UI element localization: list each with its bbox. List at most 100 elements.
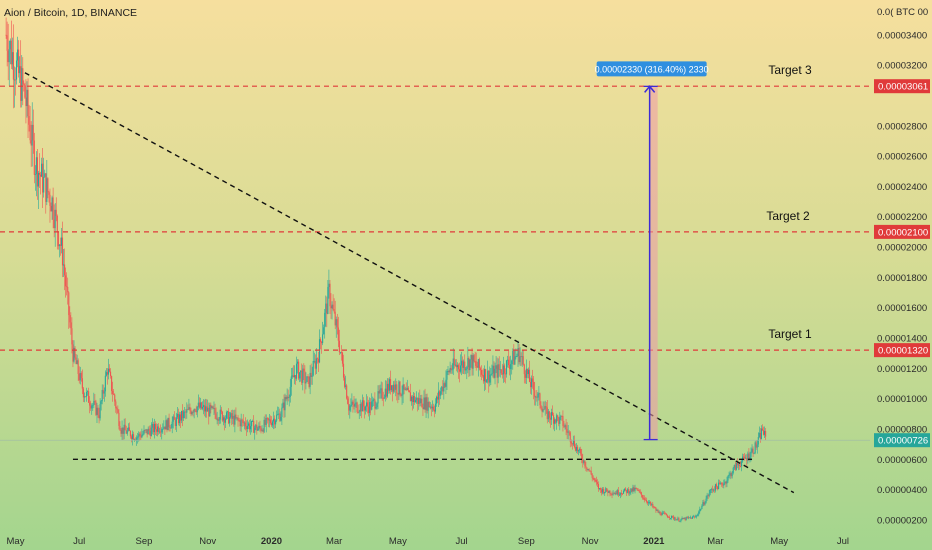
measure-tool[interactable]: 0.00002330 (316.40%) 2330 bbox=[595, 61, 709, 441]
candle-body bbox=[448, 370, 450, 373]
candle-body bbox=[180, 414, 182, 421]
candle-body bbox=[357, 412, 359, 413]
candle-body bbox=[560, 415, 562, 417]
candle-body bbox=[764, 431, 766, 435]
candle-body bbox=[590, 470, 592, 475]
candle-body bbox=[428, 401, 430, 408]
candle-body bbox=[338, 340, 340, 353]
candle-body bbox=[321, 341, 323, 344]
candle-body bbox=[539, 393, 541, 406]
candle-body bbox=[344, 377, 346, 387]
candle-body bbox=[408, 390, 410, 393]
candle-body bbox=[144, 430, 146, 431]
candle-body bbox=[346, 385, 348, 399]
candle-body bbox=[491, 373, 493, 375]
chart-title: Aion / Bitcoin, 1D, BINANCE bbox=[4, 7, 137, 19]
candle-body bbox=[239, 420, 241, 427]
candle-body bbox=[12, 52, 14, 80]
candle-body bbox=[28, 116, 30, 125]
candle-body bbox=[158, 426, 160, 432]
candle-body bbox=[683, 518, 685, 520]
candle-body bbox=[222, 417, 224, 421]
candle-body bbox=[597, 483, 600, 489]
drawing-layer bbox=[0, 72, 870, 494]
candle-body bbox=[365, 402, 368, 407]
candle-body bbox=[8, 49, 10, 63]
candle-body bbox=[662, 512, 664, 514]
candle-body bbox=[214, 408, 216, 414]
candle-body bbox=[243, 422, 245, 424]
candle-body bbox=[348, 403, 350, 411]
candle-body bbox=[21, 68, 23, 101]
candle-body bbox=[396, 384, 398, 394]
x-tick-label: 2021 bbox=[643, 536, 665, 547]
candle-body bbox=[171, 421, 173, 428]
x-tick-label: Jul bbox=[837, 536, 849, 547]
candle-body bbox=[441, 386, 443, 392]
candle-body bbox=[478, 359, 480, 369]
candle-body bbox=[257, 428, 259, 431]
candle-body bbox=[544, 406, 546, 410]
candle-body bbox=[677, 518, 679, 520]
candle-body bbox=[736, 463, 738, 466]
candle-body bbox=[84, 396, 87, 398]
candle-body bbox=[703, 502, 705, 505]
candle-body bbox=[194, 409, 196, 411]
candle-body bbox=[643, 498, 645, 500]
candle-body bbox=[359, 403, 361, 412]
candle-body bbox=[43, 176, 45, 193]
candle-body bbox=[234, 414, 236, 425]
candle-body bbox=[415, 399, 417, 403]
candle-body bbox=[377, 391, 379, 404]
candle-body bbox=[557, 415, 559, 418]
candle-body bbox=[274, 418, 276, 425]
candle-body bbox=[654, 507, 656, 509]
candle-body bbox=[301, 370, 303, 383]
candle-body bbox=[364, 406, 367, 411]
candle-body bbox=[270, 422, 273, 426]
candle-body bbox=[678, 518, 680, 522]
candle-body bbox=[164, 426, 166, 430]
candle-body bbox=[293, 375, 295, 378]
candle-body bbox=[429, 406, 431, 408]
candle-body bbox=[228, 411, 230, 424]
candle-body bbox=[332, 304, 334, 310]
candle-body bbox=[38, 172, 41, 175]
candle-body bbox=[211, 406, 213, 408]
candle-body bbox=[128, 427, 130, 431]
candle-body bbox=[240, 419, 242, 427]
candle-body bbox=[528, 369, 531, 382]
candle-body bbox=[737, 464, 740, 466]
candle-body bbox=[361, 400, 363, 412]
candle-body bbox=[761, 428, 764, 431]
candle-body bbox=[524, 374, 526, 378]
candle-body bbox=[390, 379, 392, 391]
candle-body bbox=[456, 365, 458, 368]
candle-body bbox=[710, 489, 712, 490]
candle-body bbox=[146, 429, 148, 435]
candle-body bbox=[73, 347, 75, 362]
candle-body bbox=[209, 404, 211, 417]
candle-body bbox=[733, 465, 735, 468]
candle-body bbox=[208, 407, 210, 417]
candle-body bbox=[122, 427, 124, 434]
candle-body bbox=[150, 427, 152, 436]
candle-body bbox=[354, 403, 356, 407]
candle-body bbox=[367, 402, 369, 407]
candle-body bbox=[333, 309, 335, 312]
candle-body bbox=[112, 391, 114, 394]
candle-body bbox=[724, 481, 726, 484]
candle-body bbox=[659, 511, 661, 515]
candle-body bbox=[507, 359, 509, 361]
candle-body bbox=[503, 365, 505, 374]
candle-body bbox=[722, 484, 724, 486]
candle-body bbox=[182, 410, 184, 419]
candle-body bbox=[347, 398, 349, 404]
candle-body bbox=[198, 402, 200, 408]
candle-body bbox=[217, 418, 219, 421]
candle-body bbox=[446, 371, 448, 380]
candle-body bbox=[449, 367, 451, 373]
y-axis: 0.00000200 0.00000400 0.00000600 0.00000800… bbox=[874, 7, 930, 526]
candle-body bbox=[681, 518, 683, 520]
candle-body bbox=[720, 482, 722, 484]
